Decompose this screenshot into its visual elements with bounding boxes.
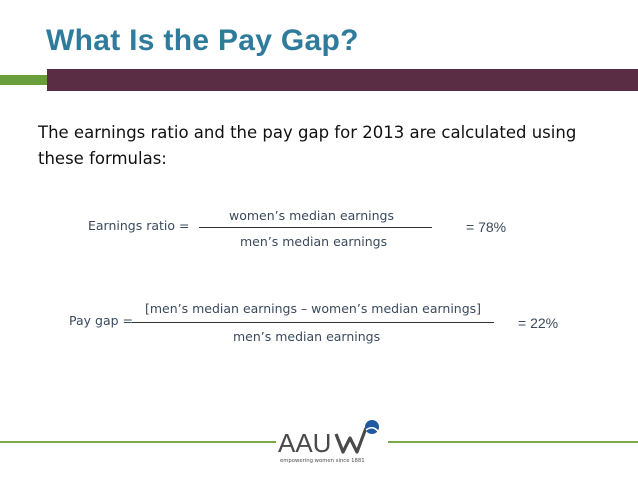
divider-plum-stripe [47, 69, 638, 91]
logo-letters-aau: AAU [278, 428, 331, 458]
earnings-ratio-denominator: men’s median earnings [240, 234, 388, 249]
logo-tagline: empowering women since 1881 [280, 458, 365, 464]
aauw-logo-graphic: AAU empowering women since 1881 [278, 420, 381, 464]
title-divider-bar [0, 69, 638, 91]
pay-gap-fraction-line [132, 322, 494, 323]
intro-text: The earnings ratio and the pay gap for 2… [38, 123, 577, 168]
logo-w-mark [334, 420, 381, 454]
pay-gap-numerator: [men’s median earnings – women’s median … [145, 301, 482, 316]
earnings-ratio-result: = 78% [466, 219, 507, 235]
earnings-ratio-numerator: women’s median earnings [229, 208, 394, 223]
pay-gap-result: = 22% [518, 315, 559, 331]
earnings-ratio-label: Earnings ratio = [88, 218, 190, 233]
pay-gap-label: Pay gap = [69, 313, 133, 328]
aauw-logo: AAU empowering women since 1881 [276, 418, 388, 468]
page-title: What Is the Pay Gap? [46, 24, 359, 57]
pay-gap-denominator: men’s median earnings [233, 329, 381, 344]
earnings-ratio-fraction-line [199, 227, 432, 228]
